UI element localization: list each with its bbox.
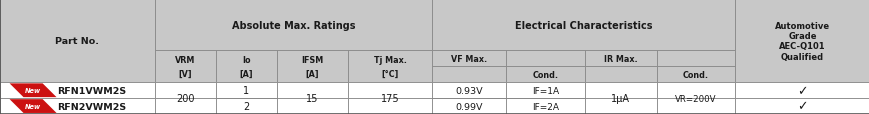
Text: New: New: [25, 87, 41, 93]
Text: Cond.: Cond.: [532, 70, 558, 79]
Text: Part No.: Part No.: [56, 37, 99, 46]
Text: RFN2VWM2S: RFN2VWM2S: [57, 102, 126, 111]
Text: 0.93V: 0.93V: [455, 86, 482, 95]
Bar: [0, 0, 155, 83]
Text: VR=200V: VR=200V: [674, 94, 716, 103]
Text: 1: 1: [242, 86, 249, 95]
Text: Absolute Max. Ratings: Absolute Max. Ratings: [232, 20, 355, 30]
Text: IR Max.: IR Max.: [603, 54, 637, 63]
Bar: [216, 83, 276, 98]
Bar: [216, 98, 276, 114]
Bar: [155, 0, 432, 51]
Bar: [734, 83, 869, 98]
Text: Automotive
Grade
AEC-Q101
Qualified: Automotive Grade AEC-Q101 Qualified: [774, 21, 829, 61]
Bar: [276, 98, 348, 114]
Bar: [432, 67, 506, 83]
Bar: [584, 83, 656, 98]
Bar: [348, 51, 432, 83]
Bar: [656, 98, 734, 114]
Text: RFN1VWM2S: RFN1VWM2S: [57, 86, 126, 95]
Bar: [506, 83, 584, 98]
Text: IFSM: IFSM: [301, 56, 323, 65]
Text: [A]: [A]: [239, 69, 253, 78]
Bar: [155, 51, 216, 83]
Bar: [734, 98, 869, 114]
Text: VF Max.: VF Max.: [451, 54, 487, 63]
Polygon shape: [10, 84, 56, 97]
Text: [°C]: [°C]: [381, 69, 398, 78]
Text: [V]: [V]: [178, 69, 192, 78]
Bar: [656, 67, 734, 83]
Bar: [506, 51, 584, 67]
Text: Tj Max.: Tj Max.: [374, 56, 406, 65]
Text: Electrical Characteristics: Electrical Characteristics: [514, 20, 652, 30]
Bar: [348, 98, 432, 114]
Text: ✓: ✓: [796, 100, 807, 113]
Text: 175: 175: [381, 93, 399, 103]
Bar: [155, 98, 216, 114]
Bar: [734, 0, 869, 83]
Bar: [506, 98, 584, 114]
Text: 0.99V: 0.99V: [455, 102, 482, 111]
Text: New: New: [25, 103, 41, 109]
Bar: [584, 51, 656, 67]
Bar: [0, 98, 155, 114]
Bar: [432, 98, 506, 114]
Bar: [276, 83, 348, 98]
Bar: [0, 83, 155, 98]
Bar: [276, 51, 348, 83]
Bar: [432, 0, 734, 51]
Bar: [155, 83, 216, 98]
Bar: [584, 98, 656, 114]
Bar: [216, 51, 276, 83]
Text: Cond.: Cond.: [682, 70, 708, 79]
Text: [A]: [A]: [305, 69, 319, 78]
Bar: [348, 83, 432, 98]
Text: Io: Io: [242, 56, 250, 65]
Text: 200: 200: [176, 93, 195, 103]
Text: 2: 2: [242, 101, 249, 111]
Bar: [584, 67, 656, 83]
Polygon shape: [10, 99, 56, 113]
Text: ✓: ✓: [796, 84, 807, 97]
Text: IF=1A: IF=1A: [531, 86, 559, 95]
Bar: [656, 51, 734, 67]
Bar: [432, 83, 506, 98]
Bar: [432, 51, 506, 67]
Text: VRM: VRM: [175, 56, 196, 65]
Text: 1μA: 1μA: [611, 93, 629, 103]
Bar: [506, 67, 584, 83]
Text: IF=2A: IF=2A: [531, 102, 559, 111]
Text: 15: 15: [306, 93, 318, 103]
Bar: [656, 83, 734, 98]
